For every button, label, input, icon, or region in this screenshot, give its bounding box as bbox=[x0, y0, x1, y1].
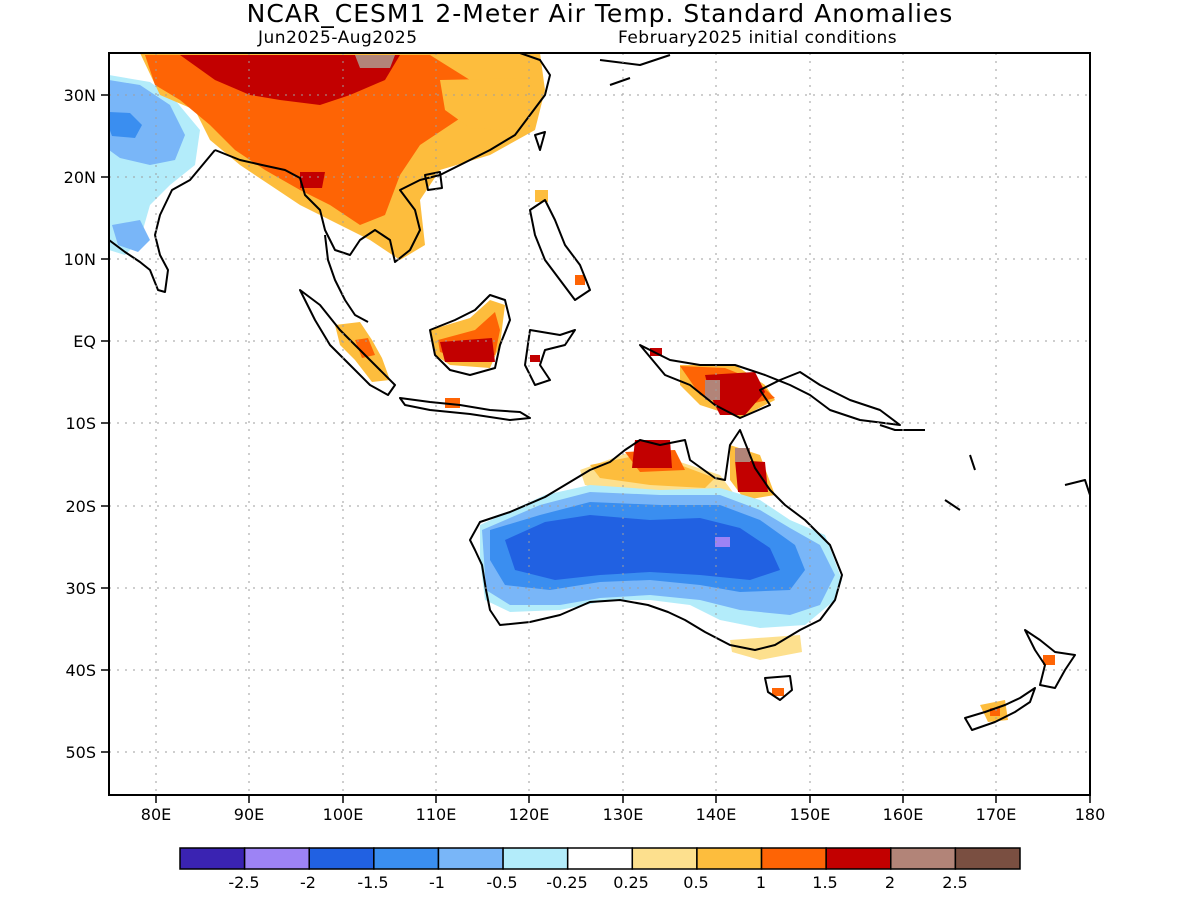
asia-warm-anomaly bbox=[300, 172, 325, 188]
asia-warm-anomaly bbox=[180, 55, 400, 105]
legend-label: 0.25 bbox=[613, 873, 649, 892]
asia-warm-anomaly bbox=[145, 55, 470, 225]
australia-coastline bbox=[469, 429, 843, 651]
legend-swatch bbox=[954, 847, 1021, 870]
asia-warm-anomaly bbox=[440, 78, 535, 130]
map-frame bbox=[108, 52, 1091, 796]
legend-label: -2 bbox=[300, 873, 316, 892]
cape-york-warm-anomaly bbox=[735, 448, 750, 462]
taiwan bbox=[534, 131, 546, 151]
legend-swatch bbox=[760, 847, 827, 870]
nz-south-island bbox=[964, 687, 1036, 731]
lat-label: 10S bbox=[65, 414, 96, 433]
borneo bbox=[429, 294, 511, 376]
java bbox=[399, 397, 531, 421]
legend-swatch bbox=[696, 847, 763, 870]
initial-conditions: February2025 initial conditions bbox=[618, 28, 898, 48]
lat-label: 40S bbox=[65, 661, 96, 680]
sumatra bbox=[299, 289, 396, 396]
lon-label: 180 bbox=[1075, 805, 1106, 824]
legend-label: -0.25 bbox=[546, 873, 587, 892]
australia-warm-anomaly bbox=[632, 440, 672, 468]
legend-swatch bbox=[243, 847, 310, 870]
tasmania-warm-anomaly bbox=[772, 688, 784, 696]
australia-cool-anomaly bbox=[715, 537, 730, 547]
lat-label: 10N bbox=[64, 250, 96, 269]
legend-label: 2.5 bbox=[942, 873, 967, 892]
legend-swatch bbox=[179, 847, 246, 870]
lon-label: 170E bbox=[976, 805, 1017, 824]
legend-label: 0.5 bbox=[683, 873, 708, 892]
hainan bbox=[424, 171, 443, 191]
legend-swatch bbox=[631, 847, 698, 870]
legend-swatch bbox=[825, 847, 892, 870]
lon-label: 150E bbox=[790, 805, 831, 824]
philippines-warm-anomaly bbox=[575, 275, 585, 285]
nz-warm-anomaly bbox=[1043, 655, 1055, 665]
india-coastline bbox=[109, 149, 216, 293]
lat-label: 50S bbox=[65, 743, 96, 762]
asia-coastline bbox=[214, 53, 551, 263]
new-guinea-warm-anomaly bbox=[705, 380, 720, 400]
lat-label: 20N bbox=[64, 168, 96, 187]
philippines-warm-anomaly bbox=[535, 190, 548, 202]
legend-labels: -2.5 -2 -1.5 -1 -0.5 -0.25 0.25 0.5 1 1.… bbox=[228, 873, 967, 892]
tasmania bbox=[764, 675, 793, 701]
legend-swatch bbox=[373, 847, 440, 870]
legend-label: 1.5 bbox=[812, 873, 837, 892]
malay-peninsula bbox=[324, 234, 369, 323]
india-cool-anomaly bbox=[112, 220, 150, 252]
asia-warm-anomaly bbox=[355, 55, 395, 68]
lon-label: 160E bbox=[883, 805, 924, 824]
philippines bbox=[529, 199, 591, 301]
borneo-warm-anomaly bbox=[440, 338, 495, 362]
japan-islands bbox=[599, 54, 671, 86]
lon-label: 140E bbox=[696, 805, 737, 824]
coastlines bbox=[109, 53, 1090, 731]
legend-swatch bbox=[566, 847, 634, 870]
nz-north-island bbox=[1024, 629, 1076, 689]
pacific-islands bbox=[879, 424, 1090, 511]
australia-cool-anomaly bbox=[505, 515, 780, 580]
sumatra-warm-anomaly bbox=[355, 338, 375, 358]
legend-swatch bbox=[890, 847, 957, 870]
sulawesi-warm-anomaly bbox=[530, 355, 540, 362]
longitude-axis: 80E 90E 100E 110E 120E 130E 140E 150E 16… bbox=[141, 795, 1106, 824]
lat-label: 30N bbox=[64, 86, 96, 105]
lon-label: 100E bbox=[323, 805, 364, 824]
legend-label: 1 bbox=[756, 873, 766, 892]
gridlines bbox=[109, 53, 1090, 795]
legend-label: -1 bbox=[429, 873, 445, 892]
lon-label: 130E bbox=[603, 805, 644, 824]
india-cool-anomaly bbox=[109, 80, 185, 165]
lat-label: EQ bbox=[73, 332, 96, 351]
india-cool-anomaly bbox=[109, 112, 142, 138]
legend-swatch bbox=[308, 847, 375, 870]
legend-label: -1.5 bbox=[357, 873, 388, 892]
australia-warm-anomaly bbox=[590, 455, 715, 488]
legend-swatch bbox=[502, 847, 569, 870]
legend-swatch bbox=[437, 847, 504, 870]
map-title: NCAR_CESM1 2-Meter Air Temp. Standard An… bbox=[246, 0, 954, 28]
sulawesi bbox=[524, 329, 576, 386]
lon-label: 110E bbox=[416, 805, 457, 824]
lon-label: 90E bbox=[234, 805, 264, 824]
lon-label: 80E bbox=[141, 805, 171, 824]
forecast-period: Jun2025-Aug2025 bbox=[258, 28, 418, 48]
anomaly-shading bbox=[109, 53, 1055, 722]
lat-label: 30S bbox=[65, 579, 96, 598]
legend-colorbar bbox=[179, 847, 1021, 870]
legend-label: -0.5 bbox=[486, 873, 517, 892]
legend-label: -2.5 bbox=[228, 873, 259, 892]
latitude-axis: 30N 20N 10N EQ 10S 20S 30S 40S 50S bbox=[64, 86, 109, 762]
lon-label: 120E bbox=[509, 805, 550, 824]
legend-label: 2 bbox=[885, 873, 895, 892]
cape-york-warm-anomaly bbox=[735, 460, 768, 492]
lat-label: 20S bbox=[65, 497, 96, 516]
new-guinea bbox=[639, 344, 901, 426]
